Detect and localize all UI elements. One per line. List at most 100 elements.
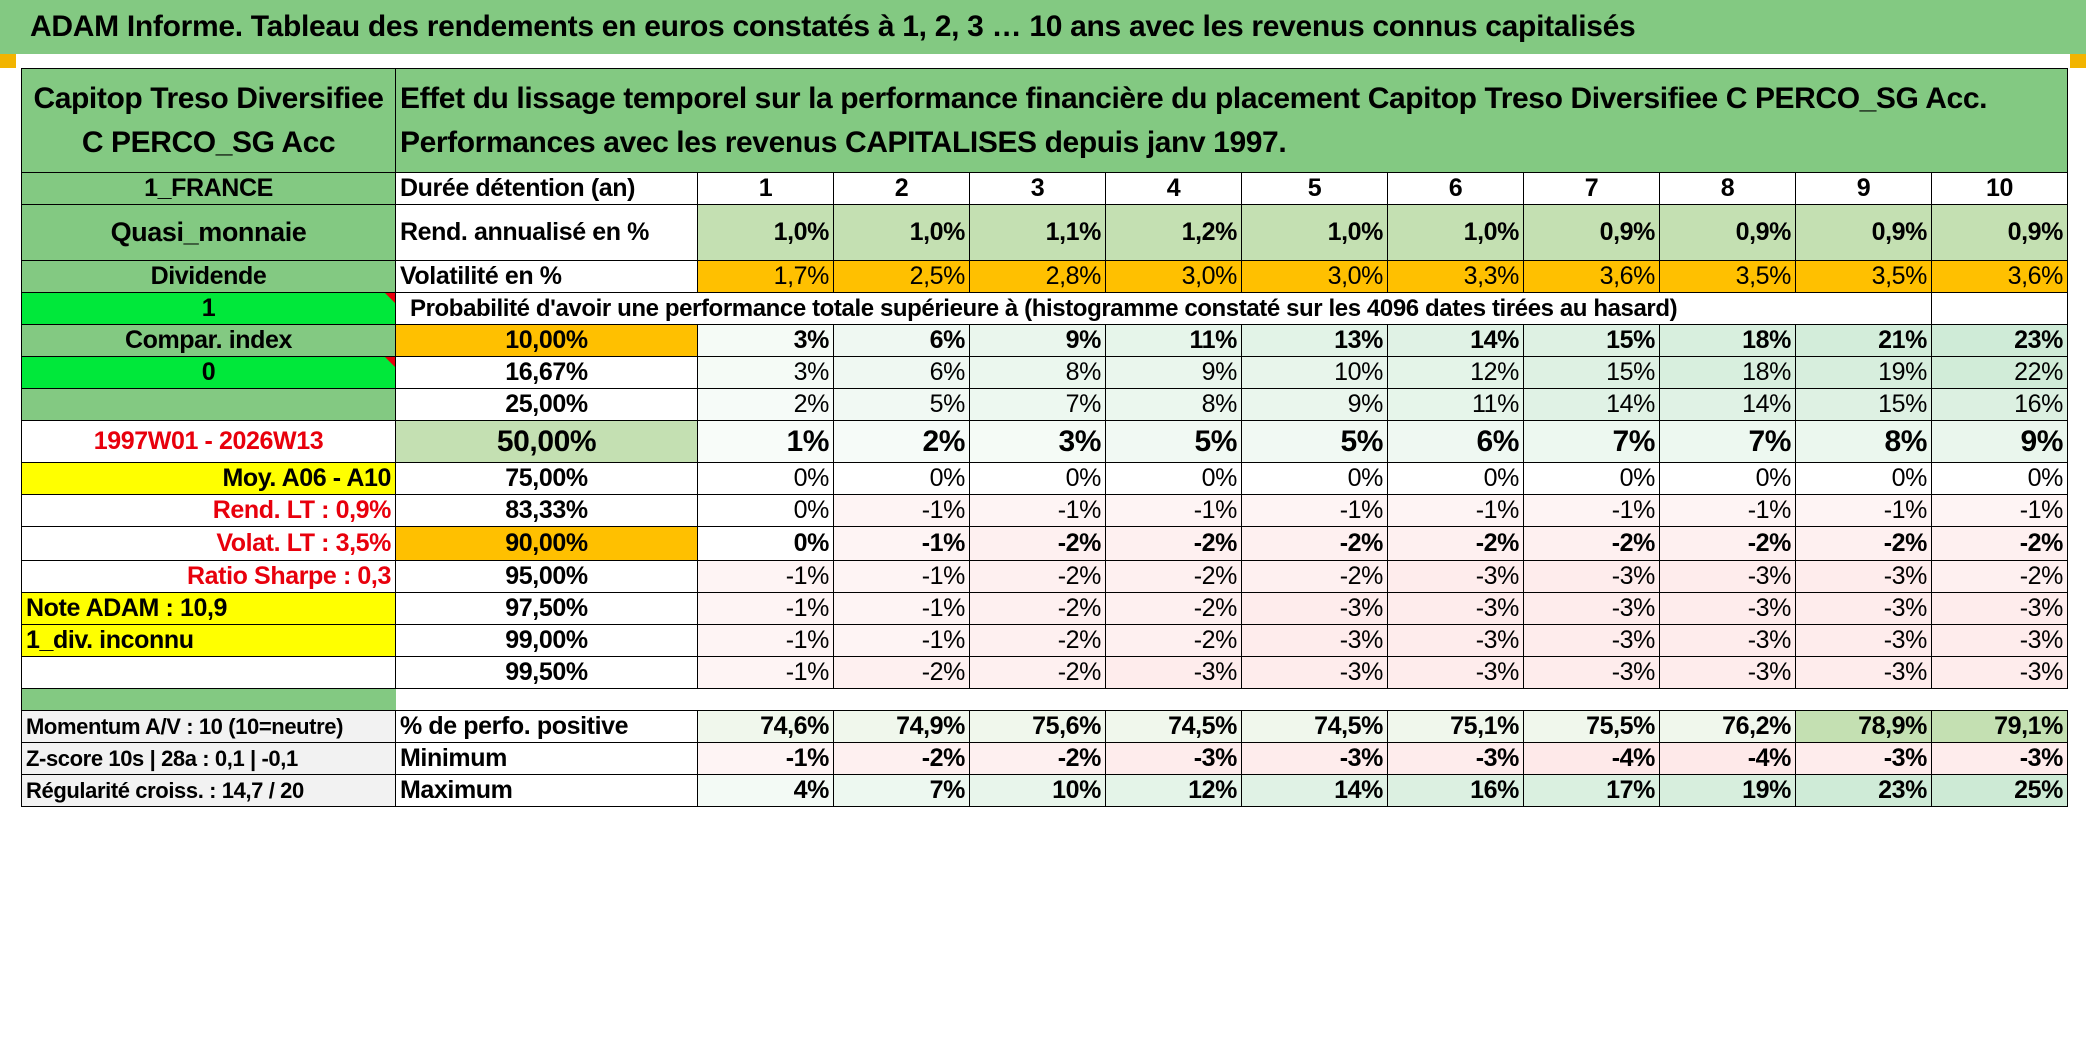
table-row: 1997W01 - 2026W13 50,00% 1% 2% 3% 5% 5% 6% 7% 7% 8… [21, 420, 2068, 463]
row-label: Minimum [395, 742, 698, 775]
prob-value: 5% [833, 388, 970, 421]
maximum-value: 25% [1931, 774, 2068, 807]
prob-value: -1% [833, 526, 970, 561]
empty-cell [1931, 292, 2068, 325]
maximum-value: 4% [697, 774, 834, 807]
prob-value: -3% [1931, 656, 2068, 689]
prob-value: 1% [697, 420, 834, 463]
prob-value: -1% [697, 592, 834, 625]
prob-value: 0% [1523, 462, 1660, 495]
spacer-cell [21, 688, 396, 711]
prob-value: 2% [833, 420, 970, 463]
prob-value: -2% [1523, 526, 1660, 561]
prob-value: -2% [1795, 526, 1932, 561]
prob-value: 15% [1523, 356, 1660, 389]
table-row [21, 688, 2068, 711]
prob-value: -3% [1659, 560, 1796, 593]
maximum-value: 19% [1659, 774, 1796, 807]
minimum-value: -3% [1795, 742, 1932, 775]
prob-value: -3% [1523, 624, 1660, 657]
probability-level: 99,00% [395, 624, 698, 657]
year-header: 2 [833, 172, 970, 205]
description: Effet du lissage temporel sur la perform… [395, 68, 2068, 173]
prob-value: 14% [1659, 388, 1796, 421]
rend-value: 1,0% [1387, 204, 1524, 261]
volat-lt: Volat. LT : 3,5% [21, 526, 396, 561]
spacer-cell [396, 689, 2068, 711]
prob-value: -1% [697, 656, 834, 689]
prob-value: -3% [1931, 592, 2068, 625]
prob-value: -1% [697, 560, 834, 593]
corner-marker [0, 54, 16, 68]
minimum-value: -4% [1523, 742, 1660, 775]
probability-level: 16,67% [395, 356, 698, 389]
prob-value: 9% [1931, 420, 2068, 463]
maximum-value: 14% [1241, 774, 1388, 807]
pct-positive-value: 76,2% [1659, 710, 1796, 743]
year-header: 9 [1795, 172, 1932, 205]
maximum-value: 16% [1387, 774, 1524, 807]
vol-value: 2,8% [969, 260, 1106, 293]
prob-value: -2% [1931, 526, 2068, 561]
prob-value: -1% [833, 560, 970, 593]
rend-value: 1,0% [833, 204, 970, 261]
returns-table: Capitop Treso Diversifiee C PERCO_SG Acc… [21, 68, 2068, 807]
vol-value: 3,5% [1659, 260, 1796, 293]
prob-value: 0% [697, 462, 834, 495]
prob-value: 0% [1931, 462, 2068, 495]
rend-value: 0,9% [1795, 204, 1932, 261]
prob-value: 9% [1105, 356, 1242, 389]
prob-value: -1% [1241, 494, 1388, 527]
prob-value: -3% [1523, 592, 1660, 625]
prob-value: 0% [1659, 462, 1796, 495]
minimum-value: -3% [1241, 742, 1388, 775]
prob-value: 0% [969, 462, 1106, 495]
prob-value: -1% [1931, 494, 2068, 527]
table-row: Compar. index 10,00% 3% 6% 9% 11% 13% 14% 15% 18%… [21, 324, 2068, 357]
prob-value: -1% [833, 624, 970, 657]
rend-value: 0,9% [1931, 204, 2068, 261]
prob-value: 0% [1241, 462, 1388, 495]
table-row: Note ADAM : 10,9 97,50% -1% -1% -2% -2% -3% -3%… [21, 592, 2068, 625]
table-row: Z-score 10s | 28a : 0,1 | -0,1 Minimum -1%… [21, 742, 2068, 775]
rend-value: 1,0% [697, 204, 834, 261]
prob-value: 15% [1523, 324, 1660, 357]
prob-value: -1% [1105, 494, 1242, 527]
prob-value: -2% [833, 656, 970, 689]
prob-value: 8% [1795, 420, 1932, 463]
prob-value: 7% [969, 388, 1106, 421]
prob-value: -1% [833, 494, 970, 527]
table-row: 0 16,67% 3% 6% 8% 9% 10% 12% 15% 18% 19% 22% [21, 356, 2068, 389]
prob-value: 3% [697, 324, 834, 357]
table-row: 1_FRANCE Durée détention (an) 1 2 3 4 5 6 7 8 9 10 [21, 172, 2068, 205]
row-label: Maximum [395, 774, 698, 807]
minimum-value: -3% [1387, 742, 1524, 775]
rend-value: 1,1% [969, 204, 1106, 261]
vol-value: 3,0% [1241, 260, 1388, 293]
prob-value: -3% [1241, 592, 1388, 625]
dividend-value: 1 [21, 292, 396, 325]
adam-note: Note ADAM : 10,9 [21, 592, 396, 625]
prob-title: Probabilité d'avoir une performance tota… [395, 292, 1932, 325]
prob-value: -2% [969, 624, 1106, 657]
table-row: Ratio Sharpe : 0,3 95,00% -1% -1% -2% -2% -2% -… [21, 560, 2068, 593]
minimum-value: -3% [1931, 742, 2068, 775]
table-row: Dividende Volatilité en % 1,7% 2,5% 2,8% 3,0%… [21, 260, 2068, 293]
div-status: 1_div. inconnu [21, 624, 396, 657]
prob-value: 14% [1523, 388, 1660, 421]
prob-value: 5% [1241, 420, 1388, 463]
year-header: 5 [1241, 172, 1388, 205]
minimum-value: -3% [1105, 742, 1242, 775]
prob-value: 13% [1241, 324, 1388, 357]
maximum-value: 23% [1795, 774, 1932, 807]
year-header: 1 [697, 172, 834, 205]
prob-value: 22% [1931, 356, 2068, 389]
table-row: Capitop Treso Diversifiee C PERCO_SG Acc… [21, 68, 2068, 173]
table-row: Momentum A/V : 10 (10=neutre)% de perfo.… [21, 710, 2068, 743]
prob-value: -2% [969, 592, 1106, 625]
prob-value: 7% [1523, 420, 1660, 463]
prob-value: -1% [1659, 494, 1796, 527]
prob-value: 0% [697, 494, 834, 527]
prob-value: 14% [1387, 324, 1524, 357]
prob-value: -3% [1659, 656, 1796, 689]
